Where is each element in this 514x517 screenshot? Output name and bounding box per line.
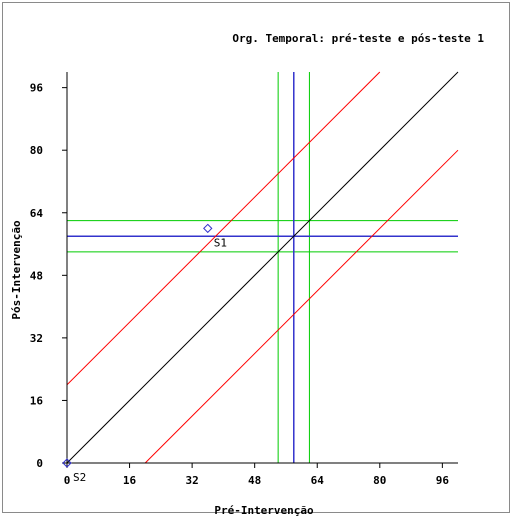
x-tick-label: 48 [248,474,261,487]
identity-line [66,71,459,464]
x-tick-label: 16 [123,474,137,487]
x-tick-label: 96 [436,474,450,487]
y-tick-label: 0 [36,457,43,470]
y-tick-label: 32 [30,332,43,345]
x-tick-label: 0 [64,474,71,487]
data-points: S1 S2 [62,223,227,484]
y-tick-label: 64 [30,207,44,220]
y-ticks: 0 16 32 48 64 80 96 [30,82,67,470]
reference-lines [66,71,459,464]
x-ticks: 0 16 32 48 64 80 96 [64,463,450,487]
x-tick-label: 80 [373,474,386,487]
y-tick-label: 48 [30,269,43,282]
chart-frame [2,2,510,513]
x-axis-label: Pré-Intervenção [214,504,314,517]
data-point-s1 [203,223,213,234]
y-tick-label: 16 [30,394,44,407]
x-tick-label: 64 [311,474,325,487]
axes [66,72,458,464]
y-tick-label: 96 [30,82,44,95]
y-axis-label: Pós-Intervenção [10,220,23,320]
chart-title: Org. Temporal: pré-teste e pós-teste 1 [232,32,484,45]
data-point-label-s1: S1 [214,236,227,249]
band-line-2 [144,149,459,464]
data-point-s2 [62,458,72,468]
x-tick-label: 32 [185,474,198,487]
band-line-1 [66,71,381,386]
y-tick-label: 80 [30,144,43,157]
data-point-label-s2: S2 [73,471,86,484]
